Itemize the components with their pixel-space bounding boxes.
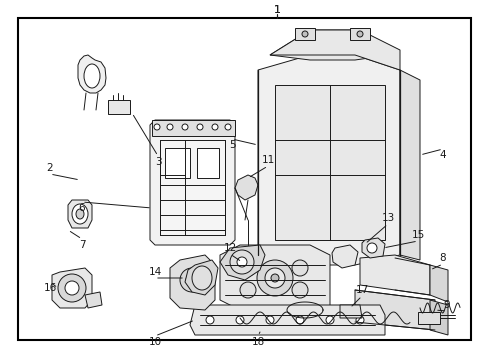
Polygon shape [429,300,447,335]
Polygon shape [274,85,384,240]
Text: 3: 3 [154,157,161,167]
Text: 1: 1 [273,5,280,15]
Polygon shape [359,255,429,295]
Polygon shape [184,260,218,295]
Circle shape [154,124,160,130]
Polygon shape [399,70,419,260]
Text: 18: 18 [251,337,264,347]
Bar [349,28,369,40]
Circle shape [366,243,376,253]
Polygon shape [361,238,384,258]
Bar [160,140,224,235]
Circle shape [224,124,230,130]
Circle shape [265,316,273,324]
Circle shape [185,274,198,286]
Text: 9: 9 [443,300,449,310]
Circle shape [355,316,363,324]
Polygon shape [354,290,434,330]
Text: 12: 12 [223,243,236,253]
Circle shape [236,316,244,324]
Circle shape [212,124,218,130]
Circle shape [291,260,307,276]
Polygon shape [429,265,447,302]
Polygon shape [52,268,92,308]
Text: 11: 11 [261,155,274,165]
Circle shape [167,124,173,130]
Ellipse shape [84,64,100,88]
Text: 13: 13 [381,213,394,223]
Text: 4: 4 [439,150,446,160]
Polygon shape [339,305,361,318]
Polygon shape [220,245,264,280]
Bar [164,148,190,178]
Circle shape [240,260,256,276]
Polygon shape [78,55,106,93]
Text: 17: 17 [355,285,368,295]
Bar [18,18,470,340]
Text: 15: 15 [410,230,424,240]
Circle shape [237,257,246,267]
Circle shape [257,260,292,296]
Text: 6: 6 [79,203,85,213]
Circle shape [356,31,362,37]
Bar [152,120,235,136]
Polygon shape [85,292,102,308]
Polygon shape [150,120,235,245]
Circle shape [180,268,203,292]
Bar [108,100,130,114]
Polygon shape [170,255,215,310]
Polygon shape [68,200,92,228]
Text: 2: 2 [46,163,53,173]
Circle shape [182,124,187,130]
Polygon shape [258,55,399,265]
Circle shape [291,282,307,298]
Text: 14: 14 [148,267,162,277]
Text: 1: 1 [273,5,280,15]
Circle shape [295,316,304,324]
Polygon shape [269,30,389,60]
Text: 5: 5 [228,140,235,150]
Ellipse shape [76,209,84,219]
Circle shape [325,316,333,324]
Circle shape [197,124,203,130]
Bar [417,312,439,324]
Circle shape [205,316,214,324]
Circle shape [302,31,307,37]
Ellipse shape [192,266,212,290]
Bar [294,28,314,40]
Polygon shape [331,245,357,268]
Polygon shape [220,245,329,310]
Bar [197,148,219,178]
Polygon shape [190,305,384,335]
Text: 8: 8 [439,253,446,263]
Text: 10: 10 [148,337,161,347]
Ellipse shape [72,204,88,224]
Polygon shape [235,175,258,200]
Polygon shape [269,30,399,70]
Text: 7: 7 [79,240,85,250]
Circle shape [264,268,285,288]
Circle shape [65,281,79,295]
Circle shape [190,278,194,282]
Circle shape [240,282,256,298]
Circle shape [229,250,253,274]
Circle shape [270,274,279,282]
Text: 16: 16 [43,283,57,293]
Circle shape [58,274,86,302]
